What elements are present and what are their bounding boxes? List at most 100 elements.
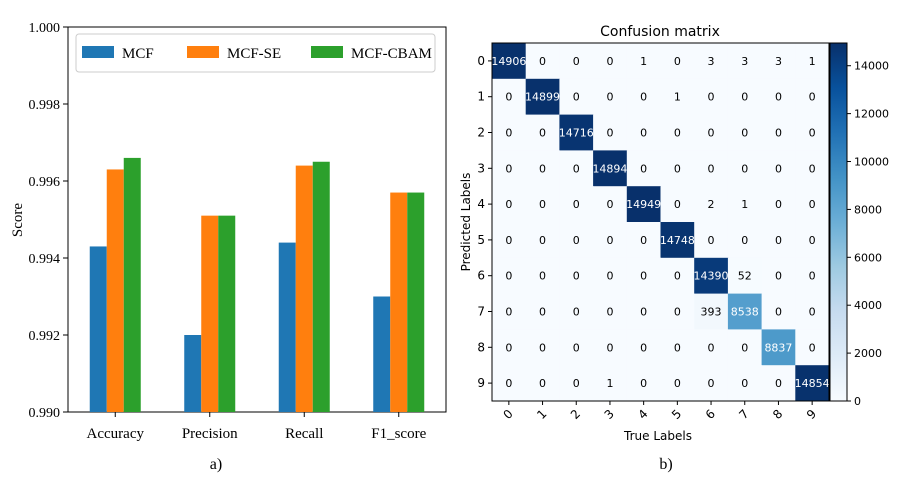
matrix-cell <box>761 365 796 402</box>
matrix-cell-value: 14748 <box>660 234 695 247</box>
matrix-cell <box>694 222 729 259</box>
matrix-cell-value: 0 <box>741 234 748 247</box>
confusion-matrix-panel: Confusion matrix 14906 0 0 0 1 0 3 3 3 10 14899 0 0 0… <box>459 24 889 473</box>
matrix-cell-value: 0 <box>741 377 748 390</box>
matrix-cell <box>525 257 560 295</box>
matrix-cell <box>626 257 661 295</box>
matrix-cell-value: 0 <box>674 55 681 68</box>
bar-mcf-se-f1_score <box>390 192 408 412</box>
confusion-matrix-xlabel: True Labels <box>623 429 692 443</box>
matrix-cell <box>660 186 695 223</box>
matrix-cell <box>593 329 628 366</box>
matrix-cell <box>727 257 763 295</box>
matrix-cell-value: 0 <box>640 270 647 283</box>
matrix-cell-value: 0 <box>573 162 580 175</box>
colorbar-tick-label: 4000 <box>854 299 882 312</box>
colorbar <box>829 42 848 402</box>
matrix-cell <box>694 293 729 330</box>
x-tick-label: Accuracy <box>87 426 145 442</box>
matrix-cell <box>727 222 763 259</box>
matrix-cell <box>559 365 594 402</box>
matrix-cell <box>795 365 830 402</box>
matrix-cell <box>761 150 796 187</box>
matrix-cell-value: 0 <box>741 127 748 140</box>
confusion-matrix-cells: 14906 0 0 0 1 0 3 3 3 1 0 14899 0 0 0 1 0 0 0 0 0 0 14716 0 0 0 0 0… <box>491 43 830 402</box>
y-tick-label: 6 <box>477 269 485 283</box>
matrix-cell <box>626 114 661 151</box>
legend-swatch <box>311 46 343 58</box>
matrix-cell-value: 0 <box>809 91 816 104</box>
matrix-cell-value: 14899 <box>525 91 560 104</box>
matrix-cell <box>492 43 527 80</box>
matrix-cell <box>761 43 796 80</box>
matrix-cell-value: 0 <box>606 55 613 68</box>
bar-chart-panel: 0.990 0.992 0.994 0.996 0.998 1.000 Accuracy P… <box>10 21 447 473</box>
matrix-cell-value: 0 <box>775 162 782 175</box>
matrix-cell <box>593 293 628 330</box>
x-tick-label: 3 <box>602 407 617 422</box>
matrix-cell-value: 0 <box>539 341 546 354</box>
y-tick-label: 9 <box>477 376 485 390</box>
bar-mcf-se-precision <box>201 215 219 412</box>
bar-chart-x-axis: Accuracy Precision Recall F1_score <box>87 412 427 442</box>
matrix-cell <box>795 43 830 80</box>
matrix-cell-value: 3 <box>775 55 782 68</box>
matrix-cell <box>727 78 763 116</box>
colorbar-tick-label: 2000 <box>854 347 882 360</box>
matrix-cell-value: 0 <box>640 377 647 390</box>
matrix-cell-value: 0 <box>775 198 782 211</box>
bar-mcf-se-recall <box>295 165 313 412</box>
matrix-cell <box>525 43 560 80</box>
matrix-cell-value: 0 <box>708 162 715 175</box>
matrix-cell <box>761 78 796 116</box>
confusion-matrix-ylabel: Predicted Labels <box>459 173 473 272</box>
bar-mcf-precision <box>184 335 202 412</box>
matrix-cell-value: 0 <box>505 198 512 211</box>
matrix-cell-value: 0 <box>606 306 613 319</box>
matrix-cell-value: 0 <box>606 91 613 104</box>
matrix-cell <box>727 186 763 223</box>
matrix-cell-value: 0 <box>809 341 816 354</box>
matrix-cell <box>593 186 628 223</box>
matrix-cell-value: 1 <box>674 91 681 104</box>
matrix-cell <box>525 293 560 330</box>
matrix-cell-value: 0 <box>775 234 782 247</box>
confusion-matrix-x-axis: 0 1 2 3 4 5 6 7 8 9 <box>500 401 819 422</box>
y-tick-label: 1 <box>477 90 485 104</box>
legend-label: MCF-CBAM <box>351 46 432 62</box>
matrix-cell-value: 0 <box>809 127 816 140</box>
matrix-cell-value: 0 <box>606 270 613 283</box>
colorbar-ticks: 0 2000 4000 6000 8000 10000 12000 14000 <box>847 60 889 408</box>
matrix-cell-value: 0 <box>674 306 681 319</box>
matrix-cell <box>525 329 560 366</box>
matrix-cell <box>626 78 661 116</box>
matrix-cell-value: 0 <box>539 377 546 390</box>
matrix-cell-value: 0 <box>775 270 782 283</box>
matrix-cell <box>492 78 527 116</box>
matrix-cell-value: 0 <box>809 162 816 175</box>
matrix-cell <box>492 186 527 223</box>
y-tick-label: 7 <box>477 305 485 319</box>
x-tick-label: 4 <box>635 407 650 422</box>
bar-mcf-recall <box>278 242 296 412</box>
colorbar-tick-label: 10000 <box>854 156 889 169</box>
bar-mcf-cbam-precision <box>218 215 236 412</box>
matrix-cell <box>660 222 695 259</box>
legend-swatch <box>187 46 219 58</box>
bar-mcf-f1_score <box>373 296 391 412</box>
matrix-cell <box>761 114 796 151</box>
x-tick-label: F1_score <box>371 426 426 442</box>
matrix-cell-value: 0 <box>674 127 681 140</box>
y-tick-label: 0.992 <box>29 329 61 344</box>
matrix-cell-value: 14949 <box>626 198 661 211</box>
colorbar-tick-label: 6000 <box>854 251 882 264</box>
matrix-cell-value: 14906 <box>491 55 526 68</box>
matrix-cell <box>795 329 830 366</box>
matrix-cell <box>626 186 661 223</box>
matrix-cell <box>626 365 661 402</box>
matrix-cell <box>559 78 594 116</box>
matrix-cell-value: 0 <box>505 306 512 319</box>
matrix-cell-value: 0 <box>573 234 580 247</box>
matrix-cell-value: 1 <box>640 55 647 68</box>
matrix-cell-value: 2 <box>708 198 715 211</box>
